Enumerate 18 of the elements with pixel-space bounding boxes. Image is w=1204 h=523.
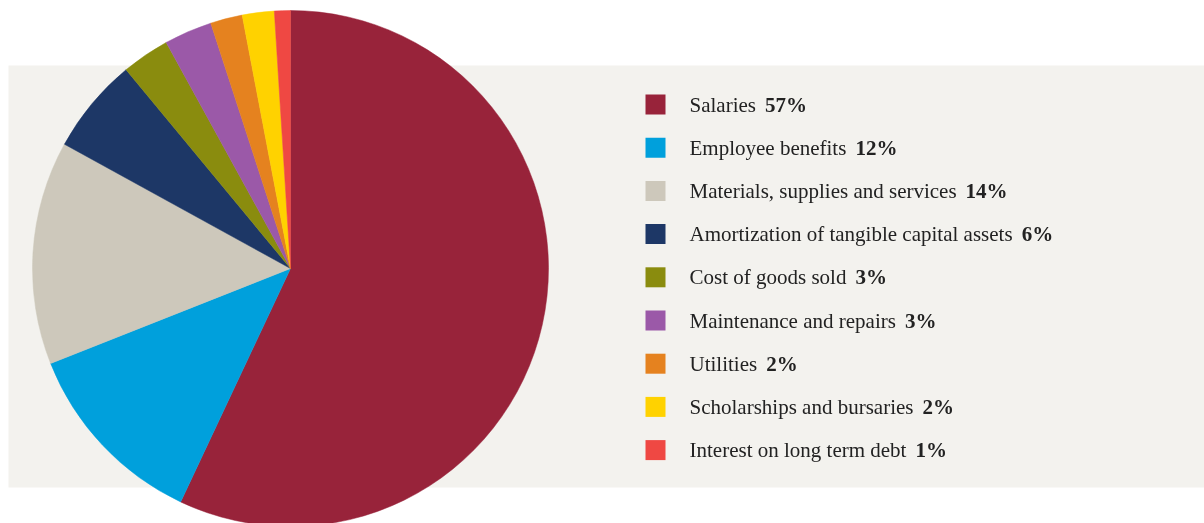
legend-label: Salaries <box>689 92 756 117</box>
data-label: 3% <box>855 265 887 290</box>
legend-label: Utilities <box>689 351 758 376</box>
legend-label: Materials, supplies and services <box>689 178 957 203</box>
data-label: 3% <box>904 308 937 333</box>
legend-label: Scholarships and bursaries <box>689 394 914 419</box>
data-label: 2% <box>922 394 954 419</box>
legend-label: Interest on long term debt <box>689 438 907 463</box>
legend-label: Amortization of tangible capital assets <box>689 222 1013 247</box>
data-label: 6% <box>1021 222 1054 247</box>
data-label: 2% <box>766 351 798 376</box>
legend-label: Cost of goods sold <box>689 265 847 290</box>
legend-label: Employee benefits <box>689 135 847 160</box>
data-label: 57% <box>764 92 807 117</box>
data-label: 1% <box>915 438 947 463</box>
legend-label: Maintenance and repairs <box>689 308 896 333</box>
data-label: 14% <box>965 178 1008 203</box>
data-label: 12% <box>855 135 898 160</box>
